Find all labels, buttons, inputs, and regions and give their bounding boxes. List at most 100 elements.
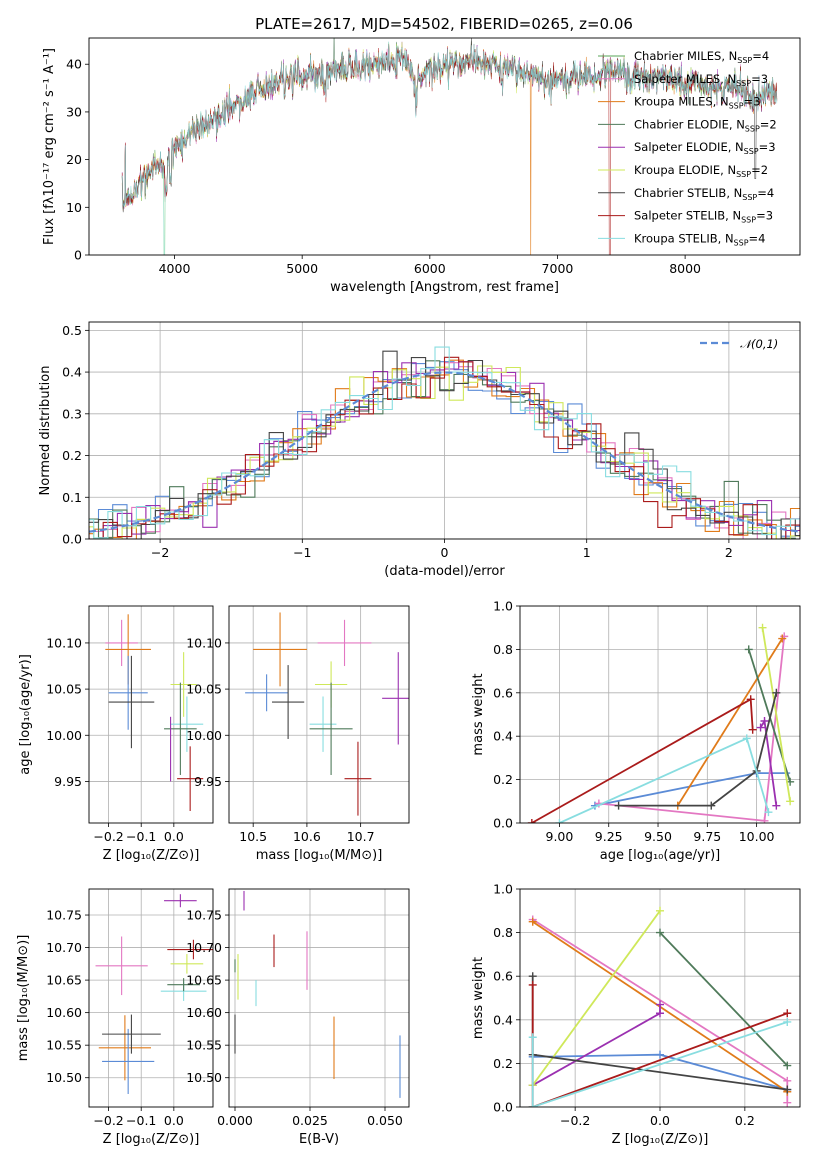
weight-marker-5 (786, 797, 795, 806)
y-tick-label: 0.2 (493, 1056, 513, 1071)
weight-marker-5 (656, 906, 664, 915)
gaussian-curve (89, 371, 800, 533)
legend-sep: , (713, 95, 720, 109)
weight-line-2 (676, 638, 784, 807)
weight-marker-8 (528, 1103, 537, 1107)
legend-sub: SSP (742, 193, 757, 202)
legend-n: N (729, 49, 738, 63)
panel-spectrum: 4000 5000 6000 7000 8000 0 10 20 30 40 wavelength … (42, 37, 801, 295)
legend-sep: , (725, 209, 732, 223)
weight-marker-7 (528, 980, 537, 989)
gridlines (520, 889, 800, 1107)
x-tick-label: 0.2 (735, 1113, 755, 1128)
legend-nssp: 3 (761, 72, 768, 86)
legend-model-name: Kroupa STELIB (634, 231, 718, 245)
panel-mass-vs-Z: −0.2 −0.1 0.0 10.50 10.55 10.60 10.65 10.70 10.7… (16, 888, 214, 1147)
y-tick-label: 10.50 (46, 1070, 82, 1085)
weight-marker-2 (528, 917, 537, 926)
y-tick-label: 0.0 (493, 1100, 513, 1115)
weight-marker-8 (742, 734, 751, 743)
weight-marker-1 (783, 1076, 792, 1085)
y-tick-label: 10.75 (186, 908, 222, 923)
panel-residuals: −2 −1 0 1 2 0.0 0.1 0.2 0.3 0.4 0.5 (data-model)/er… (38, 321, 801, 579)
y-tick-label: 1.0 (493, 599, 513, 614)
plot-area-age-vs-Z (89, 606, 213, 823)
x-tick-label: 10.7 (347, 829, 375, 844)
legend-sub: SSP (736, 79, 751, 88)
axes-frame (88, 888, 214, 1108)
x-tick-label: 10.6 (293, 829, 321, 844)
weight-marker-4 (656, 1000, 664, 1009)
legend-nssp: 3 (766, 209, 773, 223)
panel-weight-vs-Z: −0.2 0.0 0.2 0.0 0.2 0.4 0.6 0.8 1.0 Z [log₁₀(Z/Z… (471, 882, 801, 1147)
legend-model-name: Salpeter STELIB (634, 209, 725, 223)
legend-entry-4: Salpeter ELODIE, NSSP=3 (634, 140, 776, 156)
plot-area-mass-vs-Z (89, 889, 213, 1107)
legend-entry-8: Kroupa STELIB, NSSP=4 (634, 231, 766, 247)
legend-nssp: 2 (769, 117, 776, 131)
y-tick-label: 10.65 (46, 973, 82, 988)
y-tick-label: 10.00 (46, 728, 82, 743)
y-tick-label: 10.00 (186, 728, 222, 743)
legend-sep: , (718, 231, 725, 245)
spectrum-line-8 (121, 41, 778, 255)
legend-model-name: Chabrier STELIB (634, 186, 726, 200)
legend-eq: = (744, 95, 754, 109)
y-tick-label: 9.95 (194, 774, 222, 789)
x-tick-label: 4000 (159, 261, 191, 276)
y-tick-label: 0.5 (62, 323, 82, 338)
legend-model-name: Chabrier ELODIE (634, 117, 729, 131)
plot-area-mass-vs-EBV (229, 889, 409, 1107)
legend-nssp: 3 (753, 95, 760, 109)
legend-sub: SSP (734, 238, 749, 247)
legend-eq: = (756, 209, 766, 223)
y-tick-label: 0.6 (493, 969, 513, 984)
x-axis-label: mass [log₁₀(M/M⊙)] (256, 848, 383, 863)
y-tick-label: 0 (74, 248, 82, 263)
legend-sub: SSP (729, 102, 744, 111)
legend-gaussian-label: 𝒩(0,1) (740, 337, 778, 351)
x-tick-label: 6000 (414, 261, 446, 276)
weight-marker-7 (746, 695, 755, 704)
weight-line-5 (531, 910, 661, 1086)
axes-frame (519, 888, 801, 1108)
x-tick-label: 0 (441, 545, 449, 560)
x-tick-label: −1 (293, 545, 311, 560)
weight-marker-8 (528, 1033, 537, 1042)
y-axis-label: mass [log₁₀(M/M⊙)] (16, 935, 31, 1062)
weight-marker-8 (555, 819, 564, 823)
legend-model-name: Kroupa MILES (634, 95, 713, 109)
y-tick-label: 0.4 (493, 1012, 513, 1027)
legend-n: N (734, 186, 743, 200)
legend-model-name: Kroupa ELODIE (634, 163, 720, 177)
legend-nssp: 4 (762, 49, 769, 63)
legend-model-name: Chabrier MILES (634, 49, 721, 63)
y-axis-label: mass weight (471, 957, 486, 1039)
legend-eq: = (751, 72, 761, 86)
weight-line-0 (594, 772, 787, 807)
x-tick-label: 5000 (286, 261, 318, 276)
x-axis-label: Z [log₁₀(Z/Z⊙)] (103, 1132, 200, 1147)
legend-eq: = (752, 49, 762, 63)
legend-entry-2: Kroupa MILES, NSSP=3 (634, 95, 761, 111)
y-tick-label: 0.4 (493, 729, 513, 744)
weight-marker-7 (783, 1009, 792, 1018)
x-tick-label: 10.5 (239, 829, 267, 844)
y-tick-label: 0.0 (493, 816, 513, 831)
legend-sub: SSP (744, 147, 759, 156)
panel-weight-vs-age: 9.00 9.25 9.50 9.75 10.00 0.0 0.2 0.4 0.6 0.8 1.0 a… (471, 599, 801, 863)
x-tick-label: −0.1 (126, 829, 156, 844)
y-tick-label: 10.10 (186, 635, 222, 650)
legend-sep: , (729, 117, 736, 131)
legend-eq: = (749, 231, 759, 245)
x-tick-label: −0.2 (93, 1113, 123, 1128)
weight-line-7 (531, 697, 754, 823)
weight-marker-0 (656, 1050, 664, 1059)
y-axis-label: mass weight (471, 673, 486, 755)
plot-area-weight-vs-Z (520, 889, 800, 1107)
x-tick-label: 8000 (669, 261, 701, 276)
y-axis-label: age [log₁₀(age/yr)] (18, 654, 33, 775)
y-tick-label: 20 (66, 152, 82, 167)
weight-marker-6 (772, 688, 781, 697)
